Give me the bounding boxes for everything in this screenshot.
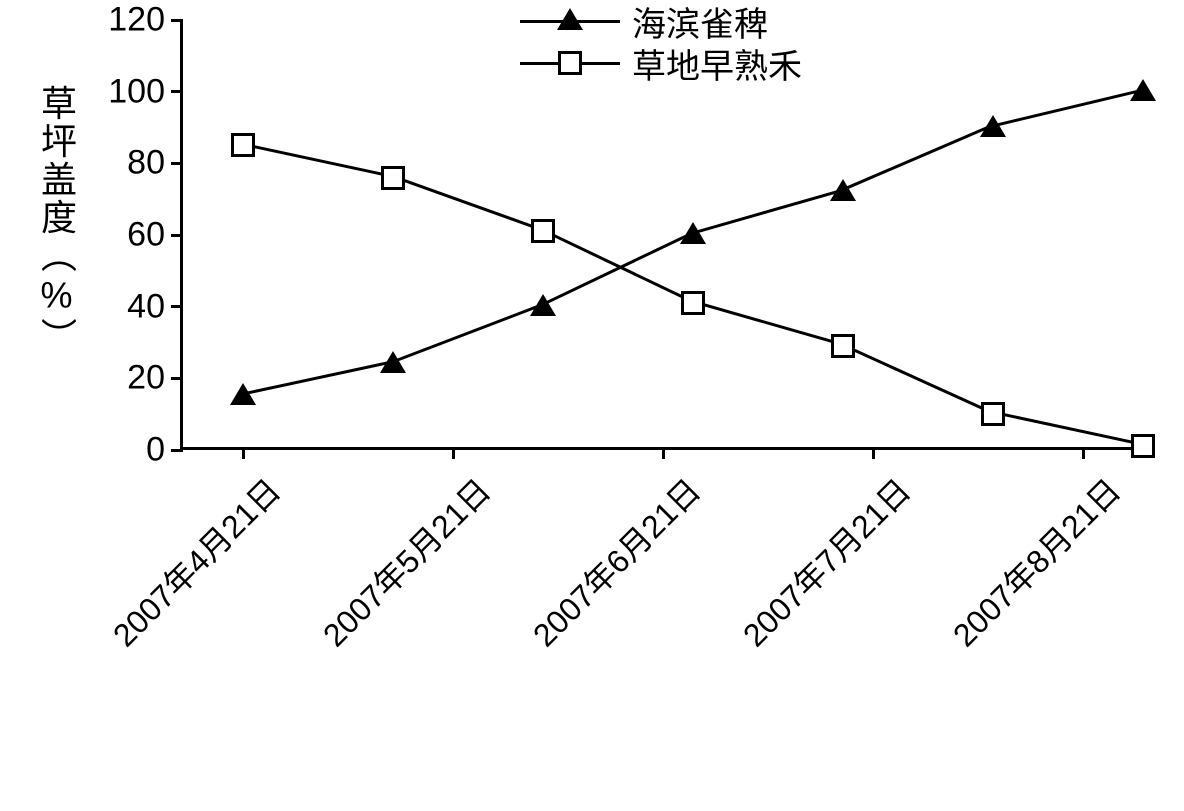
x-tick: [872, 447, 875, 459]
y-tick-label: 80: [127, 144, 165, 183]
y-tick-label: 40: [127, 287, 165, 326]
triangle-icon: [830, 179, 856, 201]
x-tick-label: 2007年6月21日: [521, 467, 710, 656]
triangle-icon: [530, 294, 556, 316]
data-marker: [1131, 434, 1155, 458]
square-icon: [831, 334, 855, 358]
y-tick: [171, 377, 183, 380]
triangle-icon: [980, 115, 1006, 137]
square-icon: [1131, 434, 1155, 458]
triangle-icon: [1130, 79, 1156, 101]
data-marker: [980, 117, 1006, 139]
y-axis-title-text: 草坪盖度（%）: [36, 85, 77, 356]
data-marker: [681, 291, 705, 315]
data-marker: [831, 334, 855, 358]
data-marker: [680, 224, 706, 246]
data-marker: [231, 133, 255, 157]
y-tick-label: 0: [146, 431, 165, 470]
x-tick-label: 2007年5月21日: [311, 467, 500, 656]
y-tick-label: 60: [127, 216, 165, 255]
x-tick: [1082, 447, 1085, 459]
data-marker: [530, 296, 556, 318]
y-tick: [171, 90, 183, 93]
y-tick-label: 100: [108, 72, 165, 111]
x-tick-label: 2007年7月21日: [731, 467, 920, 656]
data-marker: [1130, 81, 1156, 103]
x-tick-label: 2007年4月21日: [101, 467, 290, 656]
x-tick-label: 2007年8月21日: [941, 467, 1130, 656]
y-tick: [171, 19, 183, 22]
y-tick: [171, 234, 183, 237]
square-icon: [531, 219, 555, 243]
square-icon: [381, 166, 405, 190]
data-marker: [230, 385, 256, 407]
square-icon: [681, 291, 705, 315]
triangle-icon: [380, 351, 406, 373]
chart-container: 草坪盖度（%） 海滨雀稗 草地早熟禾 0204060801001202007年4…: [0, 0, 1184, 811]
y-tick: [171, 162, 183, 165]
chart-lines: [183, 20, 1140, 447]
x-tick: [662, 447, 665, 459]
y-tick-label: 120: [108, 1, 165, 40]
y-tick: [171, 305, 183, 308]
data-marker: [381, 166, 405, 190]
data-marker: [380, 353, 406, 375]
data-marker: [830, 181, 856, 203]
y-axis-title: 草坪盖度（%）: [30, 85, 82, 356]
y-tick: [171, 449, 183, 452]
x-tick: [242, 447, 245, 459]
triangle-icon: [680, 222, 706, 244]
square-icon: [981, 402, 1005, 426]
y-tick-label: 20: [127, 359, 165, 398]
data-marker: [981, 402, 1005, 426]
plot-area: 0204060801001202007年4月21日2007年5月21日2007年…: [180, 20, 1140, 450]
data-marker: [531, 219, 555, 243]
triangle-icon: [230, 383, 256, 405]
square-icon: [231, 133, 255, 157]
x-tick: [452, 447, 455, 459]
